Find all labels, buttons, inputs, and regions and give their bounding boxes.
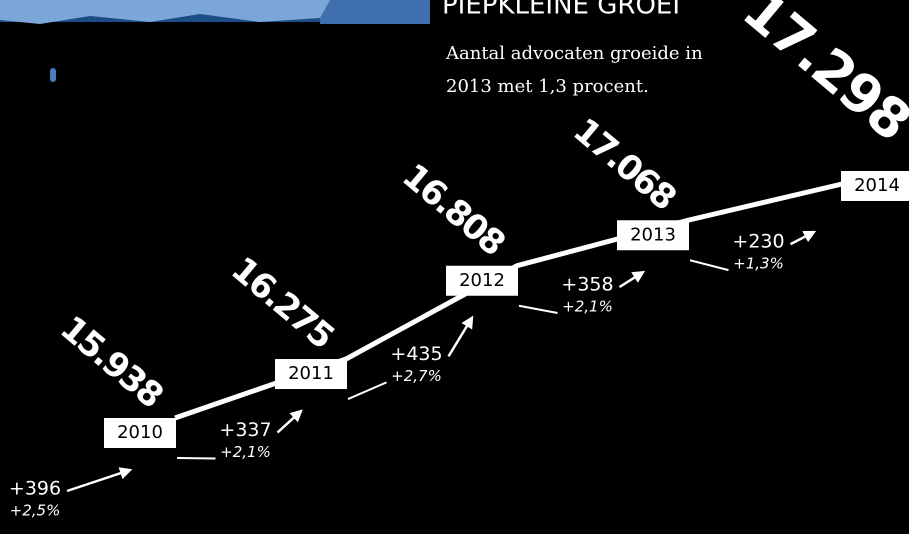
value-label: 16.808	[394, 156, 511, 263]
connector	[347, 381, 387, 400]
year-label: 2013	[630, 224, 676, 245]
change-label: +396	[9, 478, 61, 500]
change-label: +435	[390, 343, 442, 365]
change-percent: +2,7%	[391, 367, 442, 385]
change-percent: +2,1%	[220, 443, 271, 461]
change-label: +358	[561, 274, 613, 296]
connector	[689, 259, 729, 272]
year-label: 2010	[117, 422, 163, 443]
year-label: 2011	[288, 363, 334, 384]
change-label: +230	[732, 231, 784, 253]
connector	[518, 304, 558, 314]
value-label: 15.938	[52, 308, 169, 415]
subtitle: Aantal advocaten groeide in	[445, 43, 703, 64]
arrow	[66, 467, 133, 493]
header-image	[0, 0, 430, 82]
arrow	[447, 315, 474, 358]
chart-title: PIEPKLEINE GROEI	[442, 0, 680, 21]
change-percent: +1,3%	[733, 255, 784, 273]
change-percent: +2,5%	[10, 502, 61, 520]
value-label: 16.275	[223, 249, 340, 356]
subtitle: 2013 met 1,3 procent.	[446, 76, 649, 97]
year-box	[275, 359, 347, 390]
arrow	[276, 409, 303, 434]
value-label: 17.068	[565, 110, 682, 217]
arrow	[618, 270, 646, 289]
change-percent: +2,1%	[562, 298, 613, 316]
year-label: 2014	[854, 175, 900, 196]
year-label: 2012	[459, 270, 505, 291]
arrow	[789, 230, 817, 246]
year-box	[446, 265, 518, 296]
year-box	[617, 220, 689, 251]
year-box	[104, 418, 176, 448]
value-label: 17.298	[731, 0, 909, 152]
connector	[176, 457, 216, 460]
year-box	[841, 171, 909, 201]
change-label: +337	[219, 419, 271, 441]
